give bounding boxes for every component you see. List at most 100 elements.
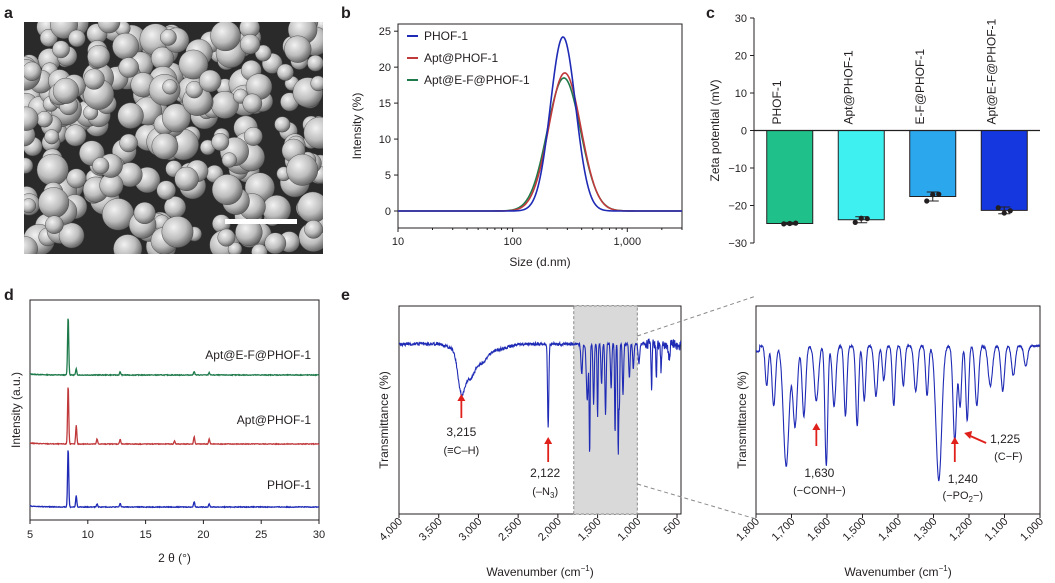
- annotation-arrow-head: [457, 394, 466, 401]
- sem-particle: [162, 79, 178, 95]
- sem-particle: [297, 191, 323, 223]
- annotation-label: 3,215: [446, 425, 476, 439]
- xrd-pattern-phof-1: [29, 450, 320, 509]
- x-tick-label: 100: [503, 236, 521, 248]
- annotation-sub-pre: (–N: [532, 486, 550, 498]
- x-axis-label-superscript: −1: [581, 564, 591, 573]
- sem-particle: [174, 166, 199, 191]
- x-tick-label: 1,100: [983, 516, 1011, 544]
- panel-label-e: e: [341, 287, 350, 304]
- category-label: Apt@PHOF-1: [841, 50, 855, 125]
- y-axis-label: Transmittance (%): [377, 371, 391, 469]
- sem-particle: [58, 222, 85, 249]
- panel-label-a: a: [4, 5, 13, 22]
- panel-e-ftir-chart: 4,000 3,500 3,000 2,500 2,000 1,500 1,000 500 Wa…: [377, 295, 1046, 579]
- ftir-spectrum-full: [399, 338, 681, 455]
- y-tick-label: 15: [379, 98, 391, 110]
- x-tick-label: 5: [27, 529, 33, 541]
- annotation-sub: (−CONH−): [793, 485, 846, 497]
- y-tick-label: 10: [379, 134, 391, 146]
- data-point: [858, 215, 864, 221]
- panel-label-b: b: [341, 5, 351, 22]
- annotation-arrow-head: [544, 437, 553, 444]
- sem-particle: [151, 132, 179, 160]
- x-tick-label: 1,400: [876, 516, 904, 544]
- sem-particle: [198, 69, 222, 93]
- y-axis-label: Transmittance (%): [735, 371, 749, 469]
- x-axis-label: Wavenumber (cm−1): [486, 564, 593, 579]
- sem-particle: [44, 129, 60, 145]
- x-tick-label: 20: [197, 529, 209, 541]
- sem-particle: [52, 77, 79, 104]
- sem-particle: [83, 68, 105, 90]
- x-tick-label: 1,500: [841, 516, 869, 544]
- data-point: [936, 191, 942, 197]
- sem-particle: [64, 124, 87, 147]
- panel-d-xrd-chart: 5 10 15 20 25 30 2 θ (°) Intensity (a.u.) Apt@E-…: [9, 299, 325, 565]
- x-axis-label: Size (d.nm): [509, 255, 570, 269]
- panel-label-c: c: [706, 5, 715, 22]
- sem-particle: [156, 180, 176, 200]
- sem-particle: [240, 34, 261, 55]
- annotation-label: 1,630: [804, 466, 834, 480]
- sem-particle: [66, 168, 87, 189]
- series-line-apt-phof-1: [398, 72, 682, 212]
- sem-particle: [52, 40, 70, 59]
- bar-e-f-phof-1: [909, 130, 957, 197]
- sem-particle: [227, 241, 243, 254]
- sem-particle: [221, 152, 237, 168]
- data-point: [864, 216, 870, 222]
- x-tick-label: 1,800: [734, 516, 762, 544]
- sem-particle: [45, 215, 64, 234]
- series-line-phof-1: [398, 36, 682, 212]
- y-axis-label: Intensity (a.u.): [9, 372, 23, 448]
- y-tick-label: 10: [735, 88, 747, 100]
- sem-particle: [276, 63, 294, 81]
- x-axis-label: Wavenumber (cm−1): [844, 564, 951, 579]
- x-tick-label: 25: [255, 529, 267, 541]
- sem-particle: [286, 153, 319, 186]
- sem-particle: [243, 126, 263, 146]
- legend-label: Apt@E-F@PHOF-1: [424, 73, 530, 87]
- legend-label: PHOF-1: [424, 29, 468, 43]
- sem-image: [24, 22, 323, 254]
- x-tick-label: 1,600: [805, 516, 833, 544]
- annotation-label: 1,240: [948, 472, 978, 486]
- data-point: [924, 198, 930, 204]
- sem-particle: [185, 81, 203, 99]
- category-label: PHOF-1: [770, 80, 784, 124]
- bar-apt-phof-1: [837, 130, 885, 221]
- y-tick-label: −30: [728, 238, 747, 250]
- x-tick-label: 2,000: [536, 516, 564, 544]
- x-tick-label: 10: [82, 529, 94, 541]
- y-tick-label: −10: [728, 163, 747, 175]
- sem-particle: [274, 116, 291, 133]
- series-group: [398, 36, 682, 212]
- sem-particle: [303, 116, 323, 149]
- sem-particle: [161, 215, 194, 248]
- sem-particle: [178, 49, 209, 80]
- category-label: Apt@E-F@PHOF-1: [984, 18, 998, 124]
- x-axis-label-text: Wavenumber (cm: [486, 565, 580, 579]
- x-axis-label-text: Wavenumber (cm: [844, 565, 938, 579]
- scale-bar: [225, 219, 297, 224]
- sem-particle: [117, 102, 144, 129]
- sem-particle: [160, 29, 177, 46]
- annotation-arrow: [967, 434, 987, 444]
- sem-particle: [113, 234, 143, 254]
- x-tick-label: 3,500: [417, 516, 445, 544]
- sem-particle: [307, 54, 323, 72]
- annotation-sub: (≡C–H): [443, 445, 479, 457]
- sem-particle: [161, 103, 191, 133]
- data-point: [793, 220, 799, 226]
- panel-c-zeta-chart: −30 −20 −10 0 10 20 30 Zeta potential (mV) PHOF-…: [708, 13, 1040, 250]
- sem-particle: [251, 243, 268, 254]
- sem-particle: [210, 22, 241, 52]
- x-tick-label: 4,000: [377, 516, 405, 544]
- x-axis-label-end: ): [948, 565, 952, 579]
- sem-particle: [119, 133, 138, 153]
- x-tick-label: 500: [662, 516, 683, 537]
- sem-particle: [24, 236, 38, 254]
- sem-particle: [87, 45, 111, 69]
